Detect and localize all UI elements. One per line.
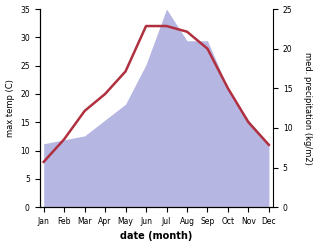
Y-axis label: med. precipitation (kg/m2): med. precipitation (kg/m2) xyxy=(303,52,313,165)
X-axis label: date (month): date (month) xyxy=(120,231,192,242)
Y-axis label: max temp (C): max temp (C) xyxy=(5,79,15,137)
